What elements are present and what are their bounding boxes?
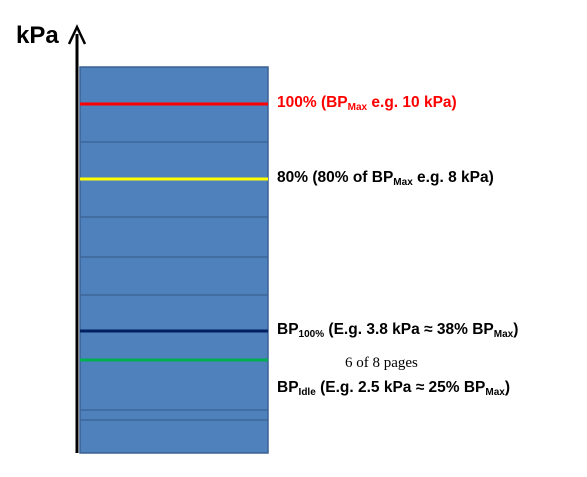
y-axis-arrow-icon: [67, 24, 87, 45]
bar-dividers: [80, 141, 268, 421]
bp-idle-label: BPIdle (E.g. 2.5 kPa ≈ 25% BPMax): [277, 379, 511, 398]
bp100-label: BP100% (E.g. 3.8 kPa ≈ 38% BPMax): [277, 321, 519, 340]
pressure-bar: [79, 66, 269, 454]
eighty-percent-label: 80% (80% of BPMax e.g. 8 kPa): [277, 169, 494, 188]
bp-max-label: 100% (BPMax e.g. 10 kPa): [277, 94, 457, 113]
axis-unit-label: kPa: [16, 22, 59, 49]
page-indicator: 6 of 8 pages: [345, 355, 418, 371]
